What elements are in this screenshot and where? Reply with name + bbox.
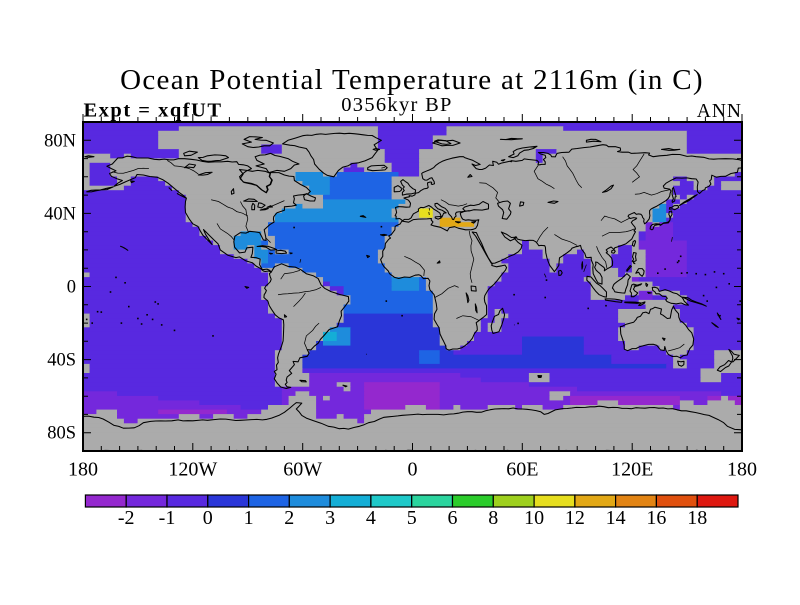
svg-text:180: 180 <box>68 459 98 481</box>
svg-text:0: 0 <box>203 507 213 529</box>
svg-text:16: 16 <box>646 507 666 529</box>
svg-text:6: 6 <box>448 507 458 529</box>
svg-text:80S: 80S <box>47 424 76 444</box>
svg-text:10: 10 <box>524 507 544 529</box>
svg-text:2: 2 <box>284 507 294 529</box>
svg-text:1: 1 <box>244 507 254 529</box>
svg-text:4: 4 <box>366 507 376 529</box>
svg-text:14: 14 <box>606 507 626 529</box>
svg-text:180: 180 <box>727 459 757 481</box>
svg-text:-1: -1 <box>159 507 176 529</box>
svg-text:3: 3 <box>325 507 335 529</box>
svg-text:0: 0 <box>67 278 76 298</box>
svg-text:12: 12 <box>565 507 585 529</box>
svg-text:18: 18 <box>687 507 707 529</box>
svg-text:0: 0 <box>408 459 418 481</box>
svg-text:80N: 80N <box>44 131 76 151</box>
svg-text:0356kyr BP: 0356kyr BP <box>341 94 453 116</box>
svg-text:Ocean Potential Temperature at: Ocean Potential Temperature at 2116m (in… <box>120 64 704 96</box>
svg-text:ANN: ANN <box>697 101 742 122</box>
svg-text:120E: 120E <box>611 459 653 481</box>
svg-text:8: 8 <box>488 507 498 529</box>
svg-text:Expt = xqfUT: Expt = xqfUT <box>84 100 223 122</box>
svg-text:-2: -2 <box>118 507 135 529</box>
svg-text:40S: 40S <box>47 351 76 371</box>
svg-text:60E: 60E <box>506 459 538 481</box>
svg-text:60W: 60W <box>283 459 322 481</box>
svg-text:120W: 120W <box>168 459 217 481</box>
svg-text:40N: 40N <box>44 204 76 224</box>
svg-text:5: 5 <box>407 507 417 529</box>
